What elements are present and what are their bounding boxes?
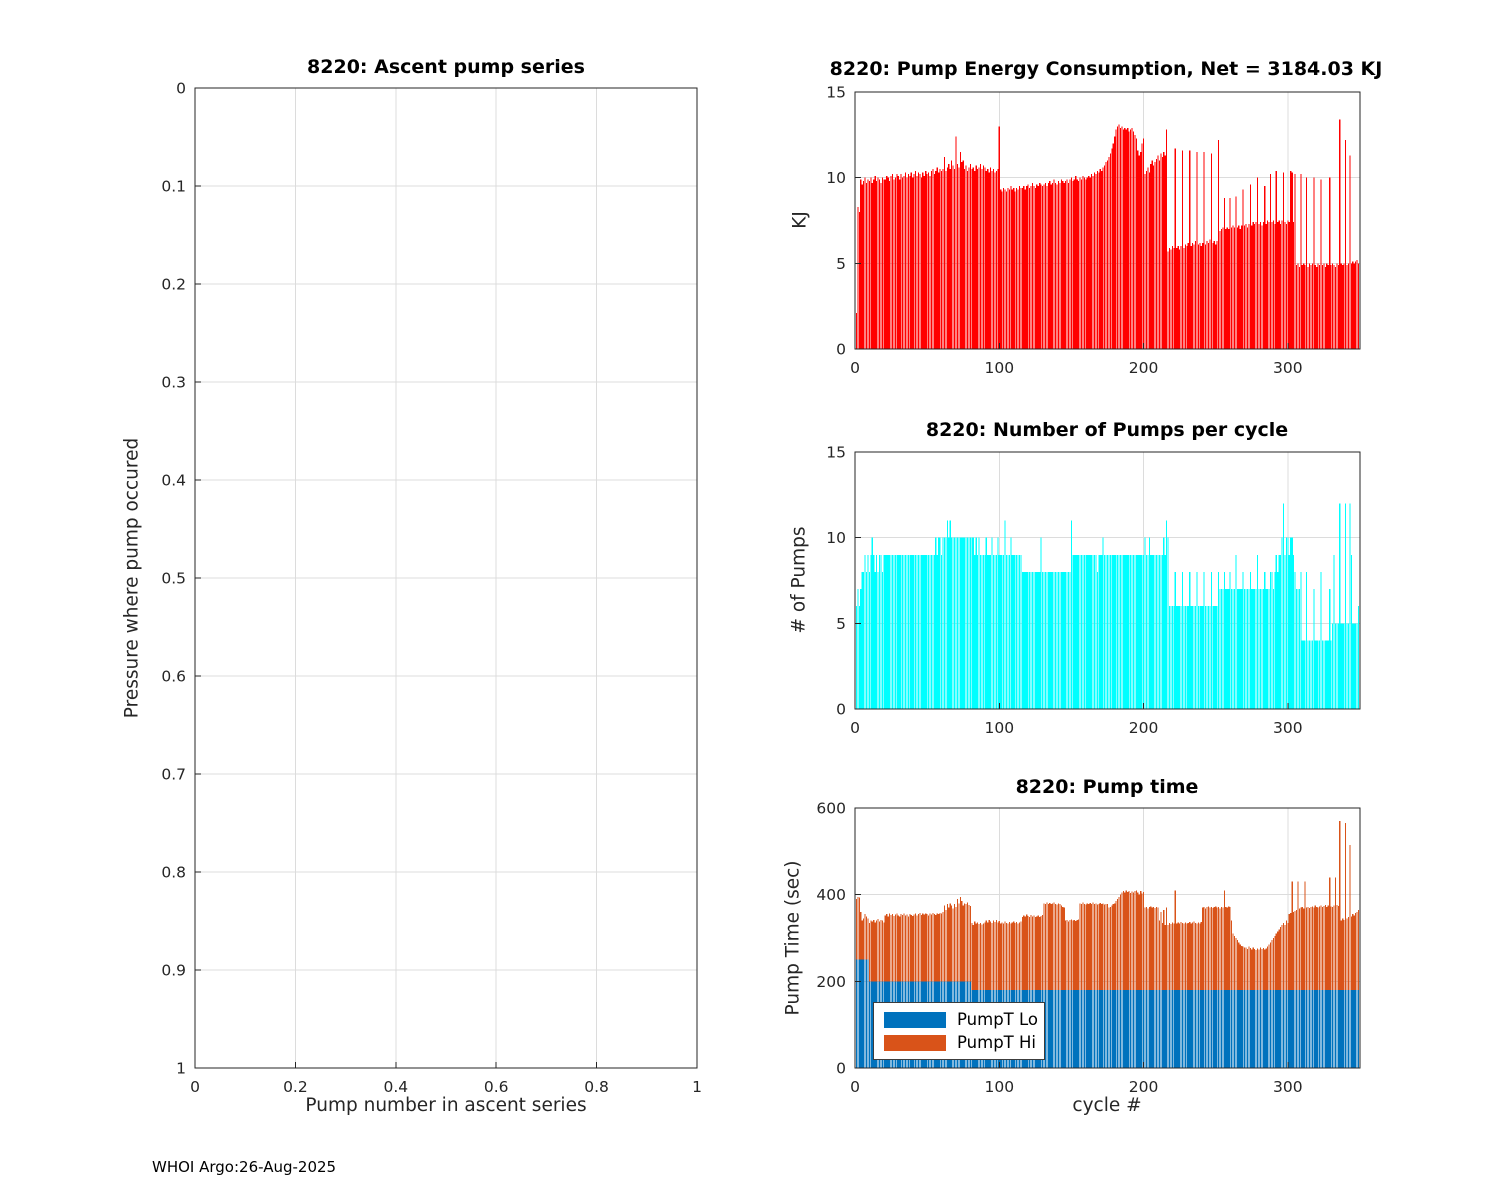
pumps-ytick-label: 15 bbox=[826, 444, 846, 462]
ascent-ytick-label: 0.6 bbox=[161, 668, 186, 686]
pumps-xtick-label: 200 bbox=[1129, 719, 1159, 737]
ascent-ytick-label: 0 bbox=[176, 80, 186, 98]
pumps-plot: 0 100 200 300 0 5 10 15 bbox=[826, 444, 1361, 737]
ascent-plot: 0 0.2 0.4 0.6 0.8 100.10.20.30.40.50.60.70.80… bbox=[161, 80, 702, 1097]
energy-xtick-label: 0 bbox=[850, 359, 860, 377]
energy-xtick-label: 200 bbox=[1129, 359, 1159, 377]
energy-title: 8220: Pump Energy Consumption, Net = 318… bbox=[829, 58, 1383, 80]
pumps-title: 8220: Number of Pumps per cycle bbox=[925, 419, 1289, 441]
energy-ylabel: KJ bbox=[789, 211, 811, 229]
legend-row-lo: PumpT Lo bbox=[874, 1008, 1044, 1031]
time-ytick-label: 0 bbox=[836, 1060, 846, 1078]
time-xtick-label: 300 bbox=[1273, 1078, 1303, 1096]
legend-swatch-pumpt-hi bbox=[884, 1034, 946, 1051]
ascent-xlabel: Pump number in ascent series bbox=[305, 1095, 587, 1116]
legend-row-hi: PumpT Hi bbox=[874, 1031, 1044, 1054]
ascent-ytick-label: 0.7 bbox=[161, 766, 186, 784]
pumps-xtick-label: 0 bbox=[850, 719, 860, 737]
legend-box: PumpT Lo PumpT Hi bbox=[873, 1002, 1045, 1060]
ascent-xtick-label: 0.6 bbox=[484, 1078, 509, 1096]
pumps-ytick-label: 0 bbox=[836, 701, 846, 719]
legend-swatch-pumpt-lo bbox=[884, 1011, 946, 1028]
energy-xtick-label: 300 bbox=[1273, 359, 1303, 377]
time-xtick-label: 100 bbox=[984, 1078, 1014, 1096]
ascent-xtick-label: 0.4 bbox=[383, 1078, 408, 1096]
time-xtick-label: 200 bbox=[1129, 1078, 1159, 1096]
energy-plot: 0 100 200 300 0 5 10 15 bbox=[826, 84, 1361, 377]
time-ytick-label: 200 bbox=[816, 973, 846, 991]
ascent-ytick-label: 0.5 bbox=[161, 570, 186, 588]
ascent-ytick-label: 1 bbox=[176, 1060, 186, 1078]
pumps-xtick-label: 100 bbox=[984, 719, 1014, 737]
ascent-ytick-label: 0.4 bbox=[161, 472, 186, 490]
time-title: 8220: Pump time bbox=[1015, 776, 1199, 798]
energy-ytick-label: 15 bbox=[826, 84, 846, 102]
footer-text: WHOI Argo:26-Aug-2025 bbox=[152, 1158, 337, 1176]
energy-xtick-label: 100 bbox=[984, 359, 1014, 377]
time-xtick-label: 0 bbox=[850, 1078, 860, 1096]
pumps-xtick-label: 300 bbox=[1273, 719, 1303, 737]
pumps-ytick-label: 5 bbox=[836, 615, 846, 633]
ascent-xtick-label: 0.8 bbox=[584, 1078, 609, 1096]
energy-ytick-label: 0 bbox=[836, 341, 846, 359]
ascent-xtick-label: 1 bbox=[692, 1078, 702, 1096]
legend-label-pumpt-lo: PumpT Lo bbox=[957, 1010, 1038, 1029]
ascent-xtick-label: 0.2 bbox=[283, 1078, 308, 1096]
pumps-ytick-label: 10 bbox=[826, 529, 846, 547]
ascent-ytick-label: 0.1 bbox=[161, 178, 186, 196]
ascent-ytick-label: 0.8 bbox=[161, 864, 186, 882]
pumps-ylabel: # of Pumps bbox=[788, 526, 810, 634]
ascent-ytick-label: 0.3 bbox=[161, 374, 186, 392]
legend-label-pumpt-hi: PumpT Hi bbox=[957, 1033, 1036, 1052]
time-ylabel: Pump Time (sec) bbox=[782, 860, 804, 1016]
time-xlabel: cycle # bbox=[1072, 1095, 1142, 1116]
energy-ytick-label: 5 bbox=[836, 255, 846, 273]
ascent-title: 8220: Ascent pump series bbox=[307, 56, 585, 78]
ascent-xtick-label: 0 bbox=[190, 1078, 200, 1096]
ascent-ytick-label: 0.2 bbox=[161, 276, 186, 294]
ascent-ytick-label: 0.9 bbox=[161, 962, 186, 980]
energy-ytick-label: 10 bbox=[826, 169, 846, 187]
ascent-ylabel: Pressure where pump occured bbox=[121, 437, 143, 719]
time-ytick-label: 400 bbox=[816, 886, 846, 904]
time-ytick-label: 600 bbox=[816, 800, 846, 818]
